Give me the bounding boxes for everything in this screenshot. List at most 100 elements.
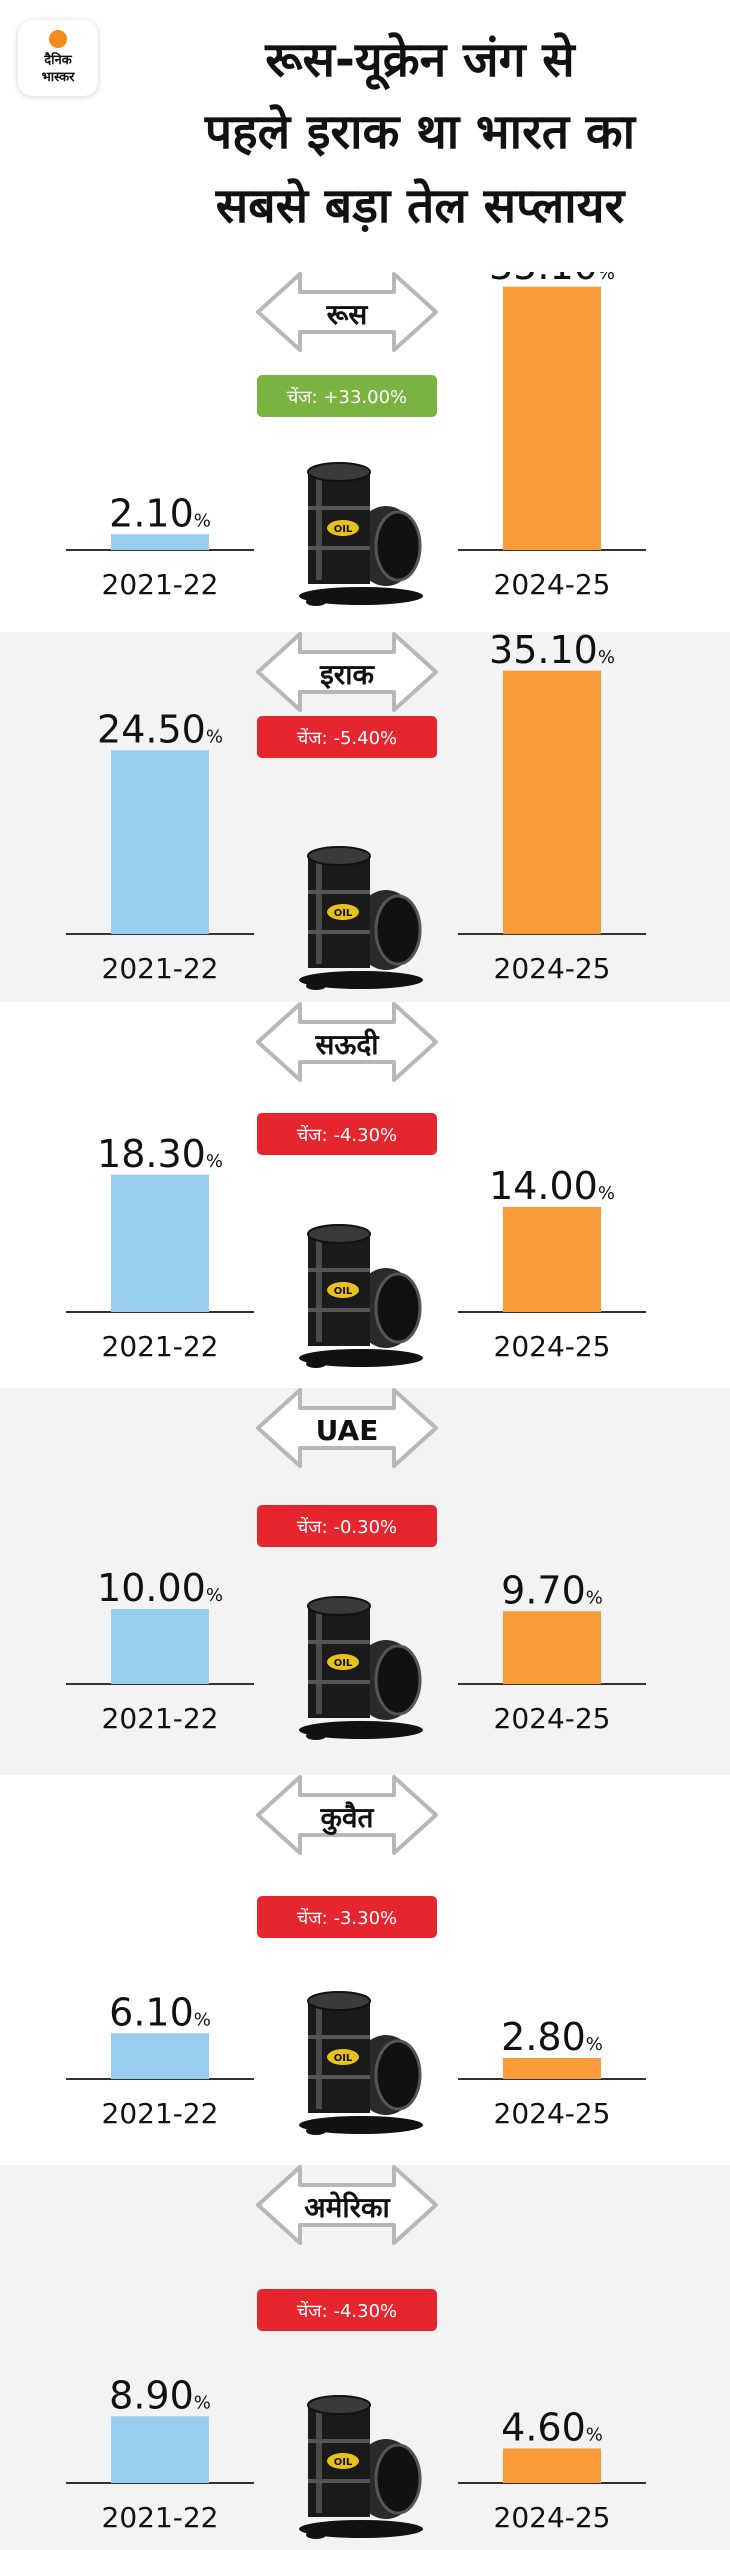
barrel-ring-2 [308,1680,370,1684]
value-label-2021-22-unit: % [206,1585,223,1606]
value-label-2021-22-text: 8.90% [109,2373,211,2417]
country-panel-4: कुवैतचेंज: -3.30%6.10% 2.80%2021-22 2024-2… [66,1775,646,2135]
value-label-2024-25-number: 35.10 [489,632,598,672]
barrel-ring-2 [308,546,370,550]
barrel-oil-label [327,1654,359,1670]
barrel-highlight [316,860,322,964]
oil-puddle [299,1349,423,1367]
category-label-2021-22: 2021-22 [102,568,219,601]
bar-2021-22 [111,750,209,934]
value-label-2024-25-number: 2.80 [501,2015,586,2059]
page-title-line-1: रूस-यूक्रेन जंग से [265,32,575,88]
country-arrow-banner: सऊदी [256,1002,438,1082]
standing-barrel-top [307,2395,371,2415]
value-label-2024-25: 14.00% [489,1164,615,1208]
standing-barrel-top [307,846,371,866]
barrel-oil-label-text: OIL [334,524,353,535]
barrel-oil-label-text: OIL [334,1658,353,1669]
value-label-2021-22-unit: % [206,1151,223,1172]
oil-puddle [299,2520,423,2538]
value-label-2021-22-text: 18.30% [97,1132,223,1176]
bar-2024-25 [503,2058,601,2079]
value-label-2024-25-unit: % [598,272,615,284]
value-label-2021-22: 8.90% [109,2373,211,2417]
value-label-2021-22-unit: % [194,2392,211,2413]
value-label-2024-25: 35.10% [489,272,615,288]
value-label-2024-25: 9.70% [501,1568,603,1612]
category-label-2024-25: 2024-25 [494,568,611,601]
value-label-2024-25-unit: % [586,2425,603,2446]
value-label-2021-22-number: 18.30 [97,1132,206,1176]
change-badge: चेंज: +33.00% [257,375,437,417]
country-arrow-banner: इराक [256,632,438,712]
value-label-2024-25: 35.10% [489,632,615,672]
bar-2021-22 [111,2416,209,2483]
standing-barrel-top [307,1596,371,1616]
value-label-2021-22: 10.00% [97,1566,223,1610]
bar-2024-25 [503,1207,601,1312]
bar-2021-22 [111,1174,209,1312]
barrel-highlight [316,2409,322,2513]
country-arrow-banner: रूस [256,272,438,352]
change-badge-bg [257,375,437,417]
bar-2024-25 [503,286,601,550]
value-label-2021-22-number: 2.10 [109,491,194,535]
category-label-2024-25: 2024-25 [494,952,611,985]
value-label-2021-22-number: 10.00 [97,1566,206,1610]
bar-2021-22 [111,534,209,550]
arrow-left-right-icon [256,1775,438,1855]
lying-barrel-lid [374,2039,422,2111]
barrel-oil-label-text: OIL [334,908,353,919]
value-label-2021-22-number: 24.50 [97,707,206,751]
oil-drop [306,1732,326,1740]
oil-puddle [299,2116,423,2134]
lying-barrel-lid [374,510,422,582]
oil-drop [306,598,326,606]
oil-barrels-icon: OIL [299,462,423,606]
bar-2024-25 [503,2448,601,2483]
barrel-ring-1 [308,1640,370,1644]
bar-2024-25 [503,670,601,934]
header: दैनिक भास्कर रूस-यूक्रेन जंग से पहले इरा… [0,0,730,272]
barrel-oil-label-text: OIL [334,2457,353,2468]
standing-barrel-top [307,462,371,482]
change-label: चेंज: -5.40% [297,727,397,749]
oil-drop [306,982,326,990]
page-title-line-3: सबसे बड़ा तेल सप्लायर [215,178,625,234]
value-label-2021-22: 2.10% [109,491,211,535]
country-panel-5: अमेरिकाचेंज: -4.30%8.90%4.60%2021-22 2024… [0,2165,730,2550]
lying-barrel-lid [374,894,422,966]
barrel-oil-label [327,1282,359,1298]
barrel-oil-label-text: OIL [334,2053,353,2064]
value-label-2021-22-text: 24.50% [97,707,223,751]
country-arrow-banner: UAE [256,1388,438,1468]
barrel-ring-2 [308,2075,370,2079]
value-label-2021-22-text: 10.00% [97,1566,223,1610]
change-label: चेंज: +33.00% [287,386,407,408]
barrel-oil-label [327,904,359,920]
lying-barrel-lid [374,1272,422,1344]
country-panel-0: रूसचेंज: +33.00%2.10%35.10%2021-222024-2… [66,272,646,606]
oil-puddle [299,1721,423,1739]
oil-barrels-icon: OIL [299,846,423,990]
value-label-2021-22-unit: % [206,726,223,747]
change-badge-bg [257,2289,437,2331]
change-badge: चेंज: -4.30% [257,2289,437,2331]
category-label-2024-25: 2024-25 [494,2501,611,2534]
value-label-2024-25-unit: % [586,1587,603,1608]
change-label: चेंज: -4.30% [297,2300,397,2322]
value-label-2024-25: 2.80% [501,2015,603,2059]
value-label-2021-22-unit: % [194,510,211,531]
value-label-2021-22-unit: % [194,2009,211,2030]
country-arrow-banner: कुवैत [256,1775,438,1855]
value-label-2024-25-unit: % [598,647,615,668]
value-label-2024-25-number: 35.10 [489,272,598,288]
oil-barrels-icon: OIL [299,1991,423,2135]
change-badge-bg [257,716,437,758]
barrel-oil-label [327,2453,359,2469]
barrel-oil-label [327,2049,359,2065]
oil-drop [306,2127,326,2135]
standing-barrel-top [307,1991,371,2011]
barrel-ring-2 [308,2479,370,2483]
value-label-2024-25-text: 2.80% [501,2015,603,2059]
